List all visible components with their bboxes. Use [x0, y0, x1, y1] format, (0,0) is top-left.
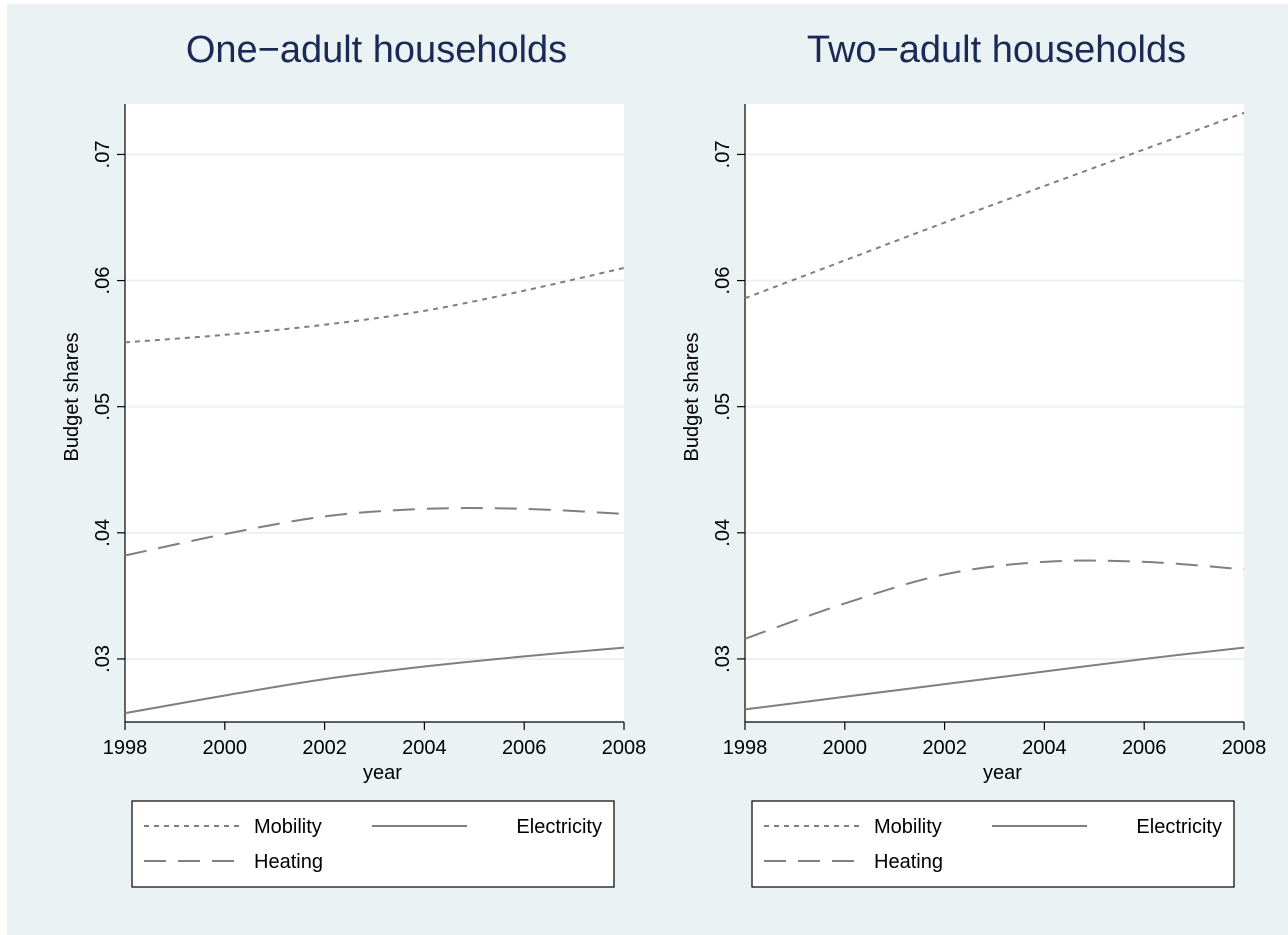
y-tick-label: .06	[712, 267, 734, 295]
x-tick-label: 2002	[302, 737, 347, 759]
y-axis-label: Budget shares	[681, 333, 703, 462]
y-tick-label: .05	[92, 393, 114, 421]
x-axis-label: year	[363, 762, 402, 784]
series-line-heating	[744, 559, 1245, 640]
x-tick-label: 1998	[103, 737, 148, 759]
y-tick-label: .07	[92, 141, 114, 169]
chart-svg: One−adult households .03 .04 .05 .06 .07 1998 2…	[61, 29, 1267, 888]
y-tick-label: .03	[712, 645, 734, 673]
series-line-heating	[124, 507, 625, 557]
x-tick-label: 2004	[1022, 737, 1067, 759]
x-tick-label: 2008	[1222, 737, 1267, 759]
y-tick-label: .04	[92, 519, 114, 547]
chart-panel-1: One−adult households .03 .04 .05 .06 .07 1998 2…	[61, 29, 647, 888]
y-axis-label: Budget shares	[61, 333, 83, 462]
x-tick-label: 2000	[203, 737, 248, 759]
legend-label-electricity: Electricity	[516, 816, 602, 838]
plot-area	[745, 104, 1244, 722]
x-tick-label: 2006	[502, 737, 547, 759]
legend-label-heating: Heating	[254, 851, 323, 873]
series-line-mobility	[124, 266, 625, 344]
y-tick-label: .07	[712, 141, 734, 169]
plot-area	[125, 104, 624, 722]
legend-label-mobility: Mobility	[254, 816, 322, 838]
x-axis-label: year	[983, 762, 1022, 784]
legend-box	[131, 800, 615, 888]
legend-label-heating: Heating	[874, 851, 943, 873]
series-line-mobility	[744, 111, 1245, 300]
legend-label-mobility: Mobility	[874, 816, 942, 838]
figure: One−adult households .03 .04 .05 .06 .07 1998 2…	[7, 4, 1288, 935]
x-tick-label: 2006	[1122, 737, 1167, 759]
x-tick-label: 2002	[922, 737, 967, 759]
x-tick-label: 1998	[723, 737, 768, 759]
y-tick-label: .05	[712, 393, 734, 421]
series-line-electricity	[124, 646, 625, 715]
y-tick-label: .03	[92, 645, 114, 673]
legend-label-electricity: Electricity	[1136, 816, 1222, 838]
y-tick-label: .04	[712, 519, 734, 547]
x-tick-label: 2004	[402, 737, 447, 759]
legend-box	[751, 800, 1235, 888]
x-tick-label: 2000	[823, 737, 868, 759]
chart-panel-2: Two−adult households .03 .04 .05 .06 .07 1998 2…	[681, 29, 1267, 888]
legend: Mobility Electricity Heating	[131, 800, 615, 888]
series-line-electricity	[744, 646, 1245, 711]
chart-title: One−adult households	[186, 29, 567, 71]
y-tick-label: .06	[92, 267, 114, 295]
chart-title: Two−adult households	[807, 29, 1186, 71]
x-tick-label: 2008	[602, 737, 647, 759]
legend: Mobility Electricity Heating	[751, 800, 1235, 888]
